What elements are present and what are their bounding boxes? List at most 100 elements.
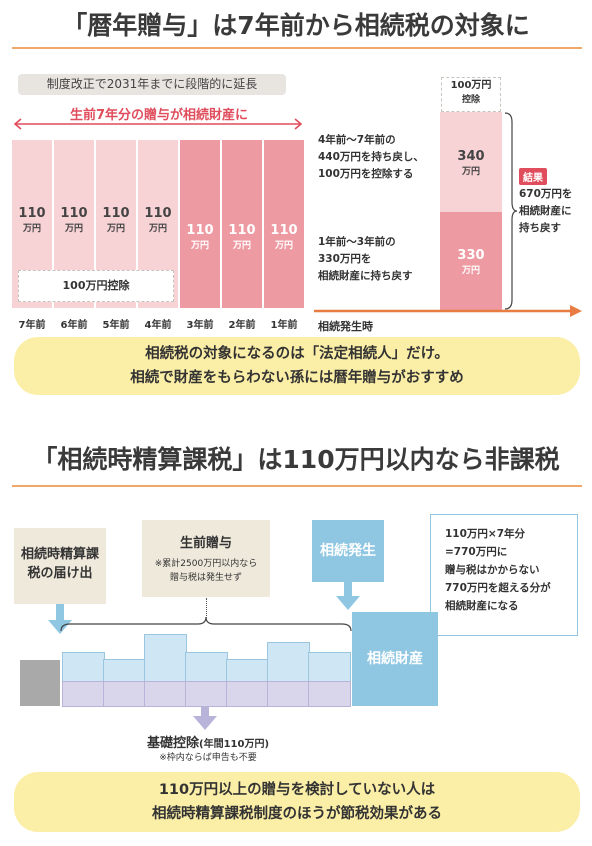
gift-year-box bbox=[308, 652, 351, 682]
bar-value: 110 bbox=[60, 206, 88, 221]
section1-title: 「暦年贈与」は7年前から相続税の対象に bbox=[62, 11, 530, 40]
bar-value: 110 bbox=[144, 206, 172, 221]
gift-note-line: ※累計2500万円以内なら bbox=[154, 559, 258, 569]
filing-line: 相続時精算課 bbox=[20, 547, 99, 562]
result-line: 670万円を bbox=[519, 188, 573, 200]
bar-value: 110 bbox=[270, 223, 298, 238]
note-upper: 4年前〜7年前の 440万円を持ち戻し、 100万円を控除する bbox=[318, 132, 424, 183]
note-line: 相続財産に持ち戻す bbox=[318, 270, 413, 282]
bar-unit: 万円 bbox=[148, 224, 167, 234]
stack-340: 340 万円 bbox=[440, 112, 502, 212]
year-label: 5年前 bbox=[102, 320, 130, 331]
filing-line: 税の届け出 bbox=[27, 566, 93, 581]
bar-value: 110 bbox=[186, 223, 214, 238]
brace-icon bbox=[60, 616, 352, 632]
stack-unit: 万円 bbox=[461, 167, 480, 177]
note-line: 4年前〜7年前の bbox=[318, 134, 396, 146]
callout-line: 110万円以上の贈与を検討していない人は bbox=[158, 782, 436, 798]
arrow-down-icon bbox=[48, 604, 72, 634]
info-line: 相続財産になる bbox=[445, 600, 519, 612]
arrow-label: 生前7年分の贈与が相続財産に bbox=[69, 108, 249, 123]
year-label: 3年前 bbox=[186, 320, 214, 331]
section2-title: 「相続時精算課税」は110万円以内なら非課税 bbox=[32, 445, 560, 474]
bar-unit: 万円 bbox=[22, 224, 41, 234]
result-tag: 結果 bbox=[519, 168, 547, 185]
stack-top-sub: 控除 bbox=[461, 95, 480, 105]
reform-badge: 制度改正で2031年までに段階的に延長 bbox=[18, 74, 286, 95]
stack-value: 330 bbox=[457, 248, 485, 263]
bar-unit: 万円 bbox=[232, 241, 251, 251]
note-line: 440万円を持ち戻し、 bbox=[318, 151, 424, 163]
note-line: 1年前〜3年前の bbox=[318, 236, 396, 248]
basic-deduction: 基礎控除(年間110万円) bbox=[110, 732, 306, 751]
deduction-year-box bbox=[308, 681, 351, 707]
arrow-down-icon bbox=[193, 706, 217, 730]
stack-value: 340 bbox=[457, 149, 485, 164]
year-label: 7年前 bbox=[18, 320, 46, 331]
result-line: 持ち戻す bbox=[519, 222, 561, 234]
info-line: =770万円に bbox=[445, 546, 508, 558]
deduction-year-box bbox=[103, 681, 146, 707]
year-label: 2年前 bbox=[228, 320, 256, 331]
inherit-event-box: 相続発生 bbox=[312, 520, 384, 582]
gift-box-notes: ※累計2500万円以内なら 贈与税は発生せず bbox=[142, 557, 270, 585]
callout-1: 相続税の対象になるのは「法定相続人」だけ。 相続で財産をもらわない孫には暦年贈与… bbox=[14, 337, 580, 395]
year-label: 1年前 bbox=[270, 320, 298, 331]
dotted-connector bbox=[206, 598, 207, 620]
year-label: 4年前 bbox=[144, 320, 172, 331]
filing-box: 相続時精算課 税の届け出 bbox=[14, 528, 106, 604]
bar-value: 110 bbox=[18, 206, 46, 221]
stack-top-value: 100万円 bbox=[450, 80, 492, 91]
brace-icon bbox=[504, 112, 518, 310]
gift-year-box bbox=[226, 659, 269, 682]
deduction-year-box bbox=[185, 681, 228, 707]
gift-year-box bbox=[144, 634, 187, 682]
year-label: 6年前 bbox=[60, 320, 88, 331]
callout-line: 相続で財産をもらわない孫には暦年贈与がおすすめ bbox=[130, 370, 464, 386]
result-text: 670万円を 相続財産に 持ち戻す bbox=[519, 186, 572, 237]
timeline-label: 相続発生時 bbox=[318, 320, 373, 333]
info-lines: 110万円×7年分 =770万円に 贈与税はかからない 770万円を超える分が … bbox=[445, 525, 577, 615]
bar-unit: 万円 bbox=[64, 224, 83, 234]
bar-1-year-ago: 110 万円 bbox=[264, 140, 304, 308]
info-line: 110万円×7年分 bbox=[445, 528, 526, 540]
info-box: 110万円×7年分 =770万円に 贈与税はかからない 770万円を超える分が … bbox=[430, 514, 578, 636]
result-line: 相続財産に bbox=[519, 205, 572, 217]
gift-year-box bbox=[267, 642, 310, 682]
bar-2-years-ago: 110 万円 bbox=[222, 140, 262, 308]
gift-year-box bbox=[103, 659, 146, 682]
gift-note-line: 贈与税は発生せず bbox=[169, 573, 242, 583]
bar-3-years-ago: 110 万円 bbox=[180, 140, 220, 308]
note-line: 100万円を控除する bbox=[318, 168, 414, 180]
callout-line: 相続税の対象になるのは「法定相続人」だけ。 bbox=[145, 346, 449, 362]
inherit-assets-box: 相続財産 bbox=[352, 612, 438, 706]
stack-deduction: 100万円 控除 bbox=[441, 77, 501, 112]
title-divider bbox=[12, 47, 582, 49]
info-line: 贈与税はかからない bbox=[445, 564, 540, 576]
arrow-down-icon bbox=[336, 582, 360, 610]
double-arrow-icon bbox=[13, 118, 303, 130]
bar-unit: 万円 bbox=[274, 241, 293, 251]
note-line: 330万円を bbox=[318, 253, 372, 265]
callout-2: 110万円以上の贈与を検討していない人は 相続時精算課税制度のほうが節税効果があ… bbox=[14, 772, 580, 832]
timeline-arrow-icon bbox=[314, 305, 582, 317]
title-divider bbox=[12, 485, 582, 487]
deduction-year-box bbox=[144, 681, 187, 707]
bar-unit: 万円 bbox=[106, 224, 125, 234]
deduction-year-box bbox=[226, 681, 269, 707]
bar-value: 110 bbox=[102, 206, 130, 221]
info-line: 770万円を超える分が bbox=[445, 582, 551, 594]
gift-year-box bbox=[185, 652, 228, 682]
stack-unit: 万円 bbox=[461, 266, 480, 276]
gift-box: 生前贈与 ※累計2500万円以内なら 贈与税は発生せず bbox=[142, 520, 270, 597]
deduction-year-box bbox=[62, 681, 105, 707]
basic-deduction-label: 基礎控除 bbox=[146, 736, 199, 751]
stack-330: 330 万円 bbox=[440, 212, 502, 310]
basic-deduction-paren: (年間110万円) bbox=[199, 739, 270, 750]
callout-line: 相続時精算課税制度のほうが節税効果がある bbox=[152, 806, 442, 822]
bar-unit: 万円 bbox=[190, 241, 209, 251]
gray-block bbox=[20, 660, 60, 706]
deduction-box: 100万円控除 bbox=[18, 270, 174, 302]
gift-box-title: 生前贈与 bbox=[179, 536, 232, 551]
bar-value: 110 bbox=[228, 223, 256, 238]
